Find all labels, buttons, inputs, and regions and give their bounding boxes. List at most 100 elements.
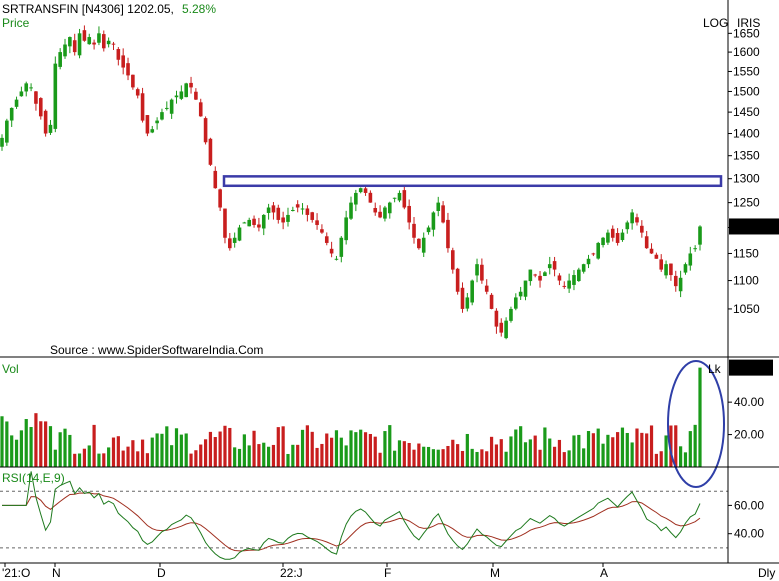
volume-bar	[388, 425, 392, 467]
last-price: 1202.05,	[127, 2, 174, 16]
candle-body	[368, 192, 373, 203]
price-tick-label: 1100	[733, 274, 759, 288]
volume-last-marker	[729, 359, 773, 376]
volume-label: Vol	[2, 362, 19, 376]
volume-bar	[412, 449, 416, 467]
candle-body	[528, 269, 533, 282]
candle-body	[349, 202, 353, 219]
volume-bar	[68, 434, 72, 467]
volume-bar	[620, 427, 625, 467]
volume-bar	[606, 434, 610, 467]
candle-body	[218, 189, 222, 208]
volume-bar	[140, 439, 145, 467]
candle-body	[649, 248, 654, 254]
volume-bar	[548, 438, 552, 467]
candle-body	[378, 211, 382, 218]
volume-bar	[373, 436, 377, 467]
volume-bar	[378, 452, 382, 467]
candle-body	[300, 208, 305, 210]
volume-bar	[422, 446, 426, 467]
candle-body	[213, 170, 218, 189]
price-tick-label: 1550	[733, 64, 760, 78]
volume-bar	[383, 431, 387, 467]
candle-body	[106, 40, 111, 45]
volume-bar	[199, 444, 203, 467]
candle-body	[281, 217, 285, 223]
volume-bar	[402, 441, 406, 467]
volume-bar	[475, 451, 479, 467]
volume-bar	[276, 427, 280, 467]
volume-bar	[334, 430, 339, 467]
volume-bar	[659, 451, 663, 467]
candle-body	[455, 268, 460, 292]
volume-bar	[640, 432, 644, 467]
candle-body	[310, 212, 315, 220]
candle-body	[228, 238, 232, 249]
volume-bar	[446, 445, 450, 467]
candle-body	[194, 91, 198, 100]
volume-bar	[489, 436, 494, 467]
candle-body	[407, 205, 411, 223]
volume-bar	[552, 446, 557, 467]
volume-bar	[688, 431, 692, 467]
candle-body	[184, 83, 188, 98]
volume-bar	[683, 452, 688, 467]
candle-body	[276, 207, 281, 220]
volume-bar	[509, 436, 513, 467]
candle-body	[9, 107, 14, 121]
volume-bar	[300, 429, 305, 467]
volume-bar	[533, 435, 537, 467]
log-scale-toggle[interactable]: LOG	[703, 16, 729, 30]
x-tick-label: '21:O	[2, 566, 30, 580]
candle-body	[63, 44, 67, 57]
volume-bar	[63, 428, 67, 467]
volume-bar	[291, 444, 295, 467]
rsi-panel	[0, 471, 728, 560]
volume-bar	[281, 426, 285, 467]
candle-body	[465, 297, 470, 309]
volume-bar	[305, 425, 309, 467]
candle-body	[625, 222, 630, 230]
volume-bar	[625, 432, 629, 467]
candle-body	[693, 248, 697, 250]
volume-bar	[456, 444, 460, 467]
interval-label[interactable]: Dly	[758, 566, 776, 580]
candle-body	[412, 223, 416, 238]
volume-bar	[363, 432, 368, 467]
volume-bar	[679, 446, 683, 467]
volume-bar	[664, 435, 668, 467]
volume-bar	[393, 450, 397, 467]
candle-body	[87, 37, 92, 45]
volume-bar	[572, 435, 576, 467]
volume-bar	[296, 444, 300, 467]
candle-body	[101, 34, 106, 49]
candle-body	[252, 218, 256, 225]
volume-bar	[596, 428, 600, 467]
volume-bar	[330, 437, 334, 467]
volume-bar	[77, 453, 82, 467]
candle-body	[247, 219, 252, 227]
volume-bar	[53, 449, 57, 467]
x-tick-label: F	[384, 566, 391, 580]
volume-bar	[315, 447, 319, 467]
candle-body	[591, 253, 596, 255]
volume-bar	[519, 426, 523, 467]
volume-bar	[499, 439, 503, 467]
volume-bar	[654, 453, 658, 467]
candle-body	[92, 42, 96, 45]
volume-bar	[116, 436, 120, 467]
volume-bar	[485, 451, 489, 467]
candle-body	[417, 238, 421, 249]
volume-bar	[189, 453, 193, 467]
candle-body	[97, 33, 101, 43]
candle-body	[334, 258, 339, 260]
volume-bar	[247, 445, 251, 467]
volume-bar	[14, 439, 19, 467]
volume-bar	[208, 431, 213, 467]
candle-body	[688, 253, 693, 266]
candle-body	[223, 208, 227, 238]
volume-bar	[237, 448, 242, 467]
volume-bar	[170, 445, 174, 467]
volume-bar	[543, 427, 547, 467]
volume-bar	[126, 446, 130, 467]
